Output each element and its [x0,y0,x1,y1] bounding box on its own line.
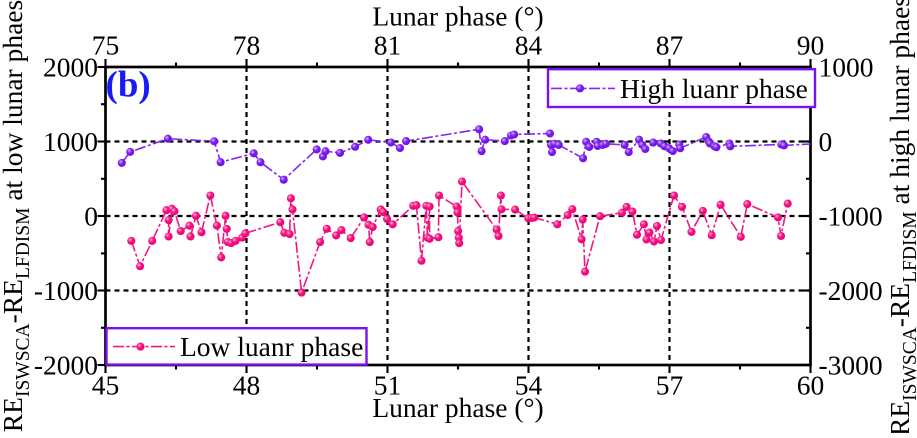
svg-text:2000: 2000 [43,52,98,83]
svg-text:54: 54 [515,370,543,401]
svg-text:60: 60 [797,370,825,401]
svg-text:0: 0 [84,201,98,232]
svg-text:57: 57 [656,370,684,401]
svg-text:75: 75 [92,30,120,61]
svg-text:-2000: -2000 [819,275,883,306]
svg-text:1000: 1000 [819,52,874,83]
svg-text:Lunar phase (°): Lunar phase (°) [372,1,543,32]
svg-text:87: 87 [656,30,684,61]
svg-text:Low luanr phase: Low luanr phase [180,331,363,362]
svg-text:Lunar phase (°): Lunar phase (°) [372,392,543,423]
svg-text:51: 51 [374,370,402,401]
svg-text:-1000: -1000 [819,201,883,232]
svg-text:78: 78 [233,30,261,61]
svg-text:-2000: -2000 [34,350,98,381]
svg-text:High luanr phase: High luanr phase [620,73,808,104]
svg-text:(b): (b) [106,65,151,106]
svg-text:90: 90 [797,30,825,61]
svg-text:45: 45 [92,370,120,401]
svg-text:48: 48 [233,370,261,401]
svg-text:-1000: -1000 [34,275,98,306]
svg-text:1000: 1000 [43,126,98,157]
svg-text:0: 0 [819,126,833,157]
svg-text:81: 81 [374,30,402,61]
svg-text:84: 84 [515,30,543,61]
svg-text:-3000: -3000 [819,350,883,381]
